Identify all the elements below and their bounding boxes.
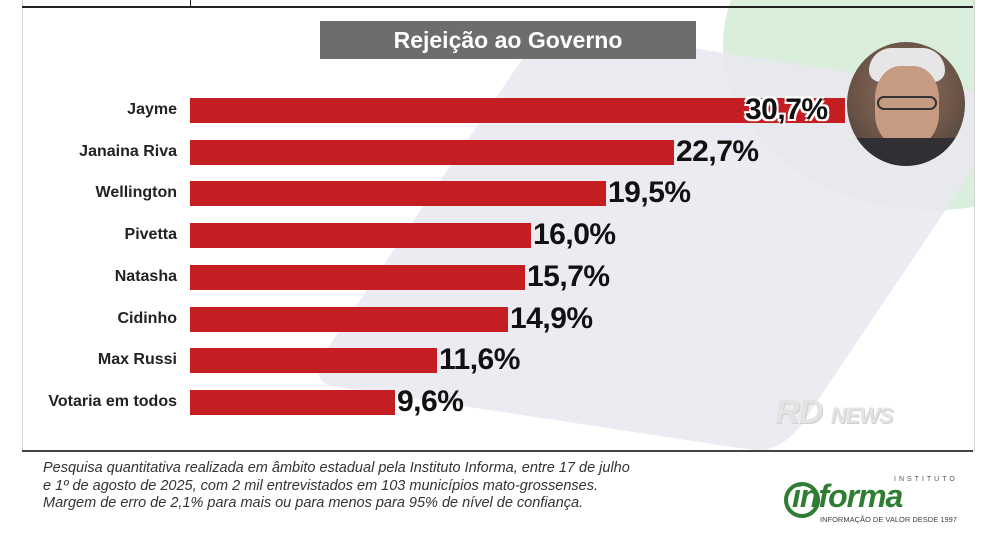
bar bbox=[190, 389, 395, 415]
methodology-note: Pesquisa quantitativa realizada em âmbit… bbox=[43, 460, 803, 513]
top-border bbox=[22, 0, 973, 8]
chart-title: Rejeição ao Governo bbox=[320, 21, 696, 59]
category-label: Wellington bbox=[95, 184, 177, 202]
category-label: Janaina Riva bbox=[79, 142, 177, 160]
watermark-brand: RD bbox=[775, 393, 823, 431]
bottom-border bbox=[22, 450, 973, 452]
candidate-photo bbox=[847, 42, 965, 166]
logo-wordmark: informa bbox=[792, 478, 903, 514]
value-label: 30,7% bbox=[745, 93, 828, 126]
bar bbox=[190, 181, 606, 207]
category-label: Natasha bbox=[114, 267, 177, 285]
bar bbox=[190, 306, 508, 332]
bar bbox=[190, 139, 674, 165]
value-label: 14,9% bbox=[510, 301, 593, 335]
bar bbox=[190, 264, 525, 290]
footnote-line-1: Pesquisa quantitativa realizada em âmbit… bbox=[43, 460, 630, 476]
value-label: 9,6% bbox=[397, 384, 464, 418]
watermark-suffix: NEWS bbox=[830, 403, 894, 428]
logo-tagline: INFORMAÇÃO DE VALOR DESDE 1997 bbox=[820, 515, 957, 524]
value-label: 11,6% bbox=[439, 343, 520, 377]
bar bbox=[190, 348, 437, 374]
logo-institute: INSTITUTO bbox=[894, 476, 958, 483]
bar bbox=[190, 98, 845, 123]
category-label: Votaria em todos bbox=[48, 392, 177, 410]
rdnews-watermark: RD NEWS bbox=[775, 393, 894, 432]
category-label: Pivetta bbox=[124, 226, 177, 244]
value-label: 16,0% bbox=[533, 218, 616, 252]
category-label: Cidinho bbox=[117, 309, 177, 327]
top-divider-tick bbox=[190, 0, 191, 7]
category-label: Max Russi bbox=[97, 351, 177, 369]
logo-ring-icon bbox=[784, 482, 820, 518]
footnote-line-3: Margem de erro de 2,1% para mais ou para… bbox=[43, 495, 584, 511]
value-label: 19,5% bbox=[608, 176, 691, 210]
value-label: 15,7% bbox=[527, 259, 610, 293]
category-label: Jayme bbox=[127, 101, 177, 118]
footnote-line-2: e 1º de agosto de 2025, com 2 mil entrev… bbox=[43, 477, 598, 494]
bar bbox=[190, 223, 531, 249]
value-label: 22,7% bbox=[676, 134, 759, 168]
